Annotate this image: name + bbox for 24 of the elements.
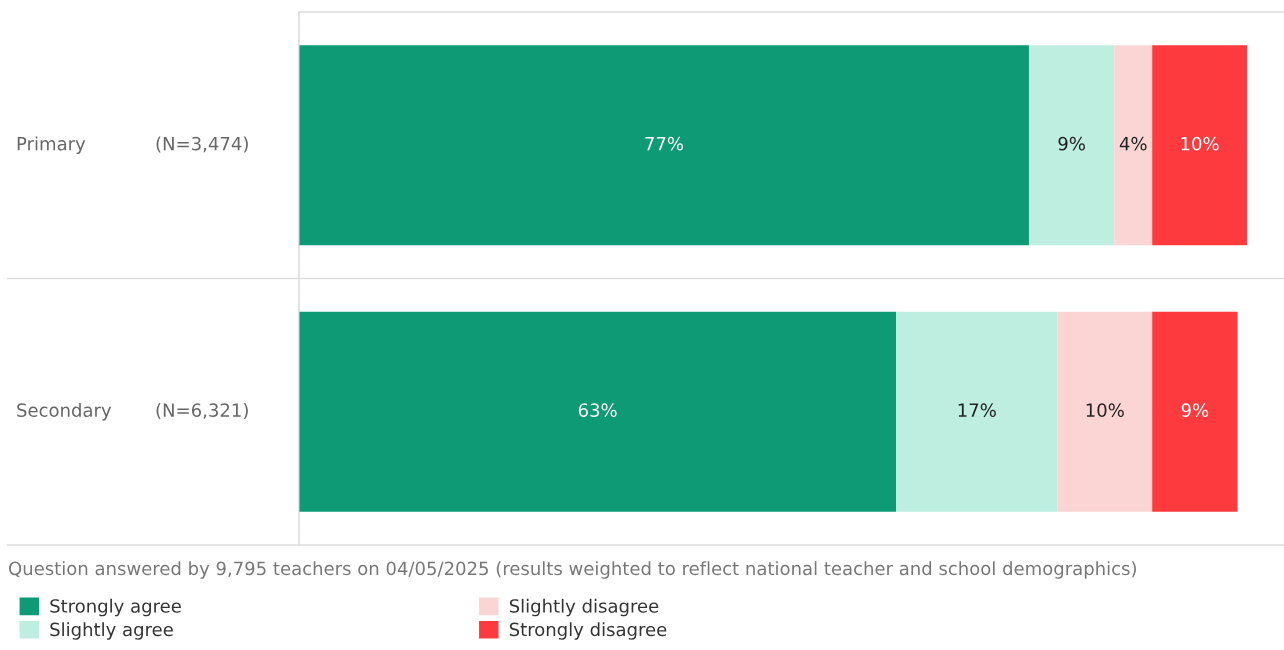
legend-label: Slightly disagree bbox=[509, 598, 659, 617]
bar bbox=[1152, 45, 1247, 246]
data-label: 17% bbox=[958, 403, 996, 417]
text: (N=6,321) bbox=[156, 403, 248, 420]
bar bbox=[1152, 311, 1238, 512]
legend-label: Strongly agree bbox=[50, 598, 181, 617]
bar bbox=[1057, 311, 1153, 512]
data-label: 77% bbox=[645, 136, 684, 151]
y-tick-label: Primary bbox=[17, 136, 86, 154]
data-label: 10% bbox=[1181, 136, 1219, 151]
legend-label: Slightly agree bbox=[50, 622, 173, 640]
data-label: 63% bbox=[578, 403, 617, 417]
data-label: 4% bbox=[1119, 136, 1147, 151]
bar bbox=[896, 311, 1058, 512]
text: (N=3,474) bbox=[156, 136, 248, 153]
data-label: 9% bbox=[1058, 136, 1085, 151]
data-label: 10% bbox=[1086, 403, 1124, 417]
data-label: 9% bbox=[1181, 403, 1209, 417]
text: Question answered by 9,795 teachers on 04/05/2025 (results weighted to reflect national teacher and school demographics) bbox=[9, 561, 1136, 579]
legend-label: Strongly disagree bbox=[509, 622, 667, 640]
y-tick-label: Secondary bbox=[17, 403, 112, 421]
bar bbox=[1114, 45, 1153, 246]
bar bbox=[1028, 45, 1115, 246]
bar bbox=[299, 311, 897, 512]
